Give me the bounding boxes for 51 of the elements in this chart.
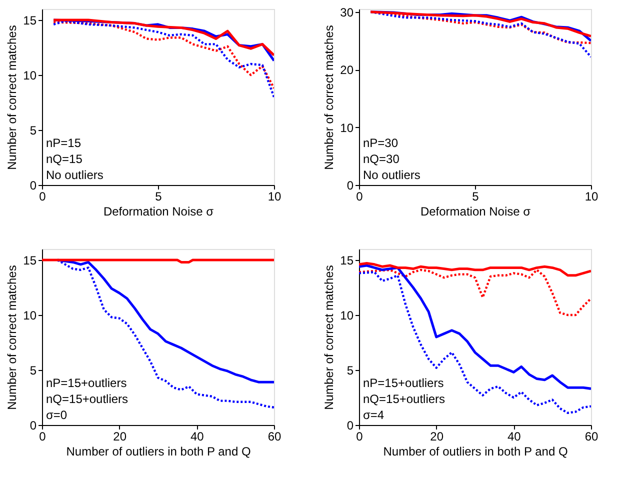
annotation: σ=0 [46,408,68,422]
x-tick-label: 40 [507,430,522,444]
x-tick-label: 60 [268,430,282,444]
x-tick-label: 5 [472,190,480,204]
y-tick-label: 10 [23,308,37,322]
x-tick-label: 10 [268,190,282,204]
x-axis-title: Number of outliers in both P and Q [383,444,568,458]
x-axis-title: Deformation Noise σ [103,204,214,218]
y-tick-label: 5 [30,124,37,138]
annotation: nQ=30 [363,152,400,166]
y-tick-label: 20 [340,63,354,78]
y-tick-label: 10 [23,68,37,82]
y-axis-title: Number of correct matches [322,25,336,170]
y-tick-label: 10 [340,120,354,135]
annotation: σ=4 [363,408,384,422]
x-axis-title: Number of outliers in both P and Q [66,444,251,458]
y-tick-label: 30 [340,5,354,20]
y-axis-title: Number of correct matches [5,265,20,410]
x-tick-label: 40 [190,430,204,444]
y-tick-label: 0 [30,178,37,192]
y-tick-label: 5 [346,364,354,378]
annotation: nP=15 [46,136,82,150]
x-tick-label: 5 [155,190,162,204]
x-tick-label: 20 [113,430,127,444]
y-tick-label: 5 [30,364,37,378]
x-tick-label: 60 [584,430,598,444]
line-series [359,264,591,390]
x-axis-title: Deformation Noise σ [420,204,532,218]
y-tick-label: 0 [30,418,37,432]
x-tick-label: 0 [356,190,364,204]
y-tick-label: 0 [346,178,354,192]
x-tick-label: 0 [39,190,46,204]
x-tick-label: 10 [584,190,598,204]
x-tick-label: 0 [39,430,46,444]
annotation: nQ=15+outliers [363,392,446,406]
annotation: nP=30 [363,136,398,150]
annotation: No outliers [363,168,420,182]
annotation: nQ=15 [46,152,83,166]
x-tick-label: 20 [430,430,444,444]
y-tick-label: 15 [23,254,37,268]
y-axis-title: Number of correct matches [322,265,336,410]
y-tick-label: 15 [340,254,354,268]
annotation: No outliers [46,168,104,182]
y-tick-label: 10 [340,308,354,322]
annotation: nP=15+outliers [46,376,127,390]
y-axis-title: Number of correct matches [5,25,20,170]
annotation: nQ=15+outliers [46,392,128,406]
y-tick-label: 0 [346,418,354,432]
y-tick-label: 15 [23,14,37,28]
annotation: nP=15+outliers [363,376,444,390]
x-tick-label: 0 [356,430,364,444]
